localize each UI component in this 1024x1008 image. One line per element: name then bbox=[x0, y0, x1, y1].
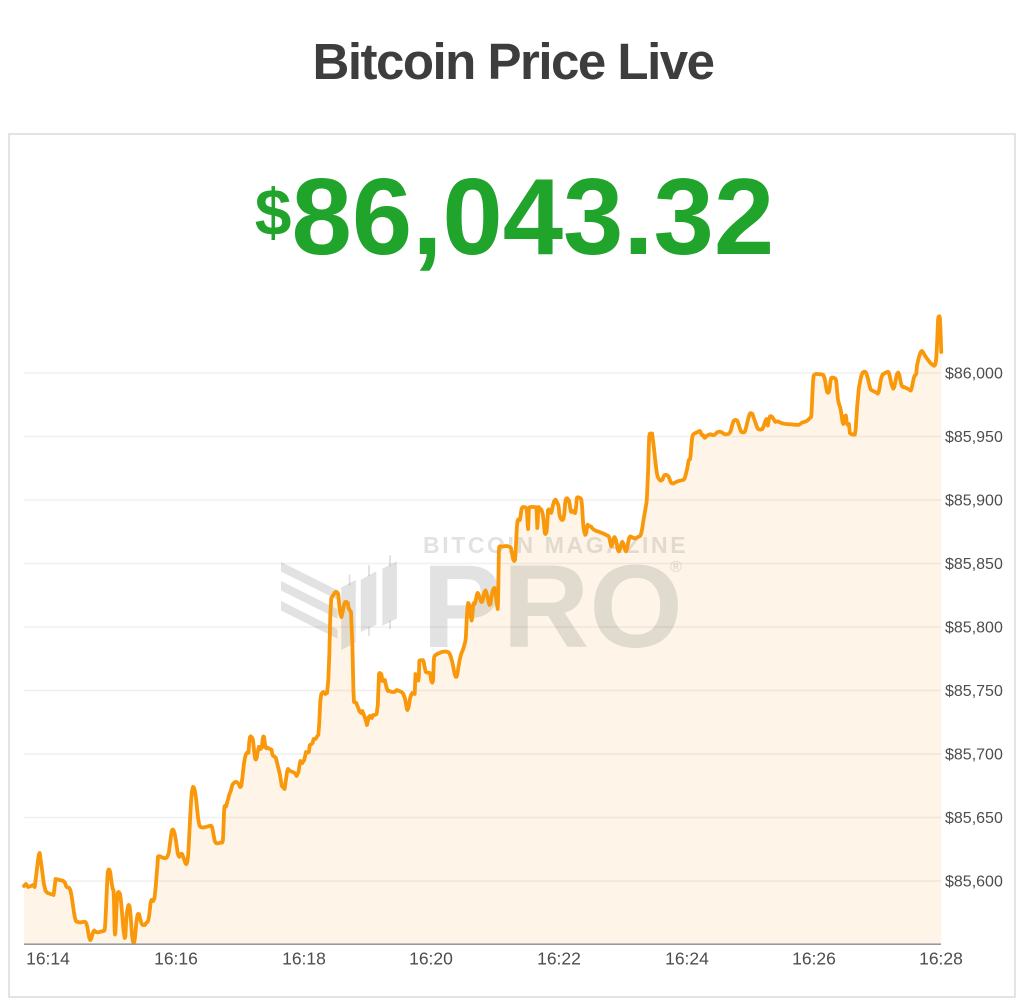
svg-text:16:20: 16:20 bbox=[409, 949, 453, 969]
svg-text:$86,043.32: $86,043.32 bbox=[255, 156, 774, 277]
svg-text:16:26: 16:26 bbox=[792, 949, 836, 969]
svg-text:$85,850: $85,850 bbox=[945, 556, 1003, 573]
svg-text:PRO: PRO bbox=[422, 541, 683, 673]
svg-text:16:22: 16:22 bbox=[537, 949, 581, 969]
svg-text:$85,600: $85,600 bbox=[945, 874, 1003, 891]
svg-text:16:24: 16:24 bbox=[665, 949, 709, 969]
svg-text:$85,700: $85,700 bbox=[945, 747, 1003, 764]
svg-text:$85,950: $85,950 bbox=[945, 429, 1003, 446]
svg-text:$86,000: $86,000 bbox=[945, 366, 1003, 383]
svg-text:®: ® bbox=[670, 559, 682, 576]
svg-text:$85,800: $85,800 bbox=[945, 620, 1003, 637]
svg-text:$85,900: $85,900 bbox=[945, 493, 1003, 510]
svg-text:16:16: 16:16 bbox=[154, 949, 198, 969]
svg-text:$85,650: $85,650 bbox=[945, 810, 1003, 827]
svg-text:16:28: 16:28 bbox=[919, 949, 963, 969]
svg-text:Bitcoin Price Live: Bitcoin Price Live bbox=[313, 33, 714, 90]
svg-text:16:18: 16:18 bbox=[282, 949, 326, 969]
svg-text:$85,750: $85,750 bbox=[945, 683, 1003, 700]
svg-text:16:14: 16:14 bbox=[26, 949, 70, 969]
